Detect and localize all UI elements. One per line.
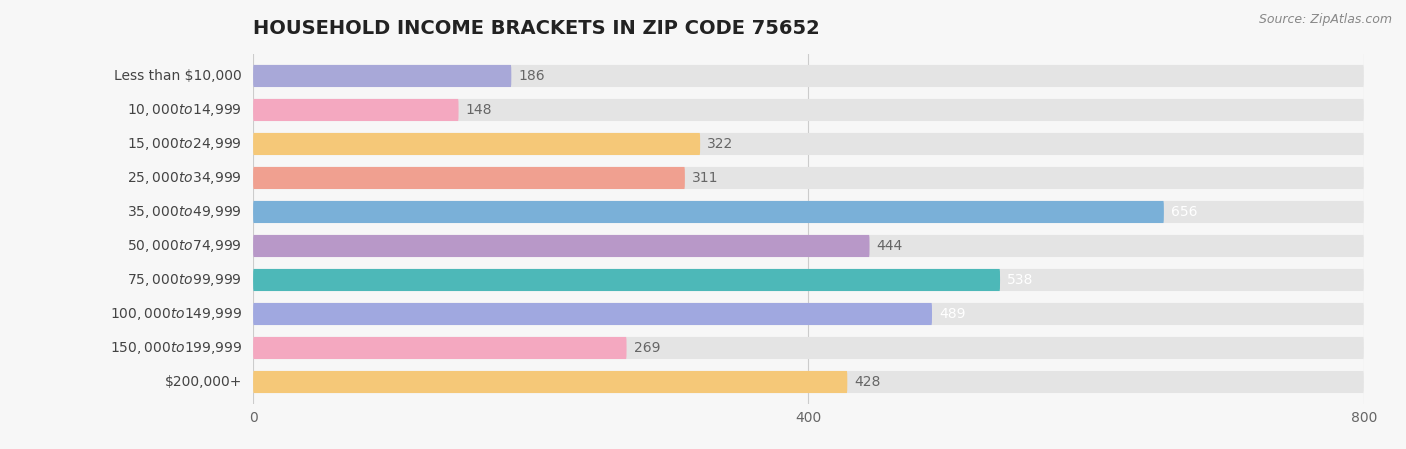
Text: 656: 656: [1171, 205, 1198, 219]
Text: $50,000 to $74,999: $50,000 to $74,999: [127, 238, 242, 254]
Text: 444: 444: [876, 239, 903, 253]
FancyBboxPatch shape: [253, 235, 869, 257]
Text: 148: 148: [465, 103, 492, 117]
FancyBboxPatch shape: [253, 201, 1164, 223]
FancyBboxPatch shape: [253, 235, 1364, 257]
FancyBboxPatch shape: [253, 99, 458, 121]
FancyBboxPatch shape: [253, 201, 1364, 223]
Text: $25,000 to $34,999: $25,000 to $34,999: [127, 170, 242, 186]
FancyBboxPatch shape: [253, 65, 512, 87]
Text: $10,000 to $14,999: $10,000 to $14,999: [127, 102, 242, 118]
FancyBboxPatch shape: [253, 65, 1364, 87]
Text: 186: 186: [519, 69, 546, 83]
FancyBboxPatch shape: [253, 269, 1364, 291]
Text: 269: 269: [634, 341, 659, 355]
FancyBboxPatch shape: [253, 303, 932, 325]
Text: 322: 322: [707, 137, 734, 151]
Text: $150,000 to $199,999: $150,000 to $199,999: [110, 340, 242, 356]
FancyBboxPatch shape: [253, 337, 1364, 359]
Text: Less than $10,000: Less than $10,000: [114, 69, 242, 83]
FancyBboxPatch shape: [253, 167, 1364, 189]
Text: $35,000 to $49,999: $35,000 to $49,999: [127, 204, 242, 220]
Text: 428: 428: [855, 375, 880, 389]
Text: HOUSEHOLD INCOME BRACKETS IN ZIP CODE 75652: HOUSEHOLD INCOME BRACKETS IN ZIP CODE 75…: [253, 19, 820, 39]
FancyBboxPatch shape: [253, 371, 1364, 393]
FancyBboxPatch shape: [253, 99, 1364, 121]
Text: $200,000+: $200,000+: [165, 375, 242, 389]
Text: 489: 489: [939, 307, 966, 321]
FancyBboxPatch shape: [253, 133, 1364, 155]
FancyBboxPatch shape: [253, 337, 627, 359]
FancyBboxPatch shape: [253, 133, 700, 155]
Text: $75,000 to $99,999: $75,000 to $99,999: [127, 272, 242, 288]
Text: $100,000 to $149,999: $100,000 to $149,999: [110, 306, 242, 322]
Text: Source: ZipAtlas.com: Source: ZipAtlas.com: [1258, 13, 1392, 26]
FancyBboxPatch shape: [253, 269, 1000, 291]
FancyBboxPatch shape: [253, 371, 848, 393]
Text: 311: 311: [692, 171, 718, 185]
Text: $15,000 to $24,999: $15,000 to $24,999: [127, 136, 242, 152]
FancyBboxPatch shape: [253, 167, 685, 189]
FancyBboxPatch shape: [253, 303, 1364, 325]
Text: 538: 538: [1007, 273, 1033, 287]
